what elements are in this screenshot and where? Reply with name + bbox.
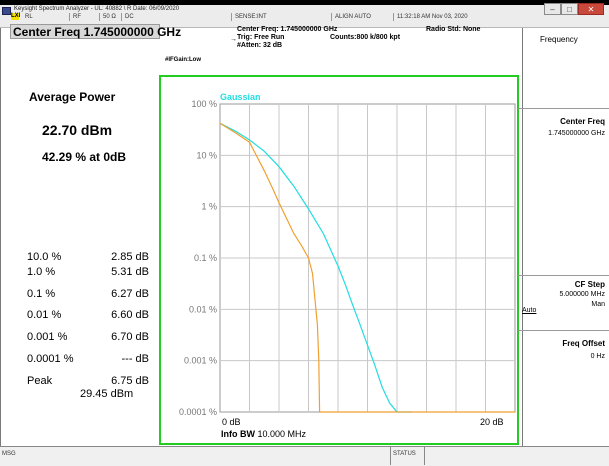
softkey-cf-step-man: Man [591, 301, 605, 308]
status-impedance: 50 Ω [100, 13, 122, 21]
measurement-info: Center Freq: 1.745000000 GHz Trig: Free … [237, 26, 337, 50]
info-bw: Info BW 10.000 MHz [221, 429, 306, 439]
meas-center-freq: Center Freq: 1.745000000 GHz [237, 26, 338, 33]
softkey-divider [518, 330, 609, 331]
lxi-badge: LXI [11, 13, 21, 20]
ccdf-graph-frame [159, 75, 519, 445]
center-freq-box[interactable] [10, 24, 160, 39]
window-frame-top [0, 0, 609, 5]
status-divider [424, 447, 425, 465]
status-label: STATUS [393, 451, 416, 457]
menu-title: Frequency [540, 35, 578, 44]
window-controls: – □ ✕ [544, 3, 606, 15]
message-bar [0, 446, 609, 466]
average-power-title: Average Power [29, 90, 116, 104]
center-freq-display: Center Freq 1.745000000 GHz [13, 25, 182, 39]
meas-trigger: Trig: Free Run [237, 34, 285, 41]
msg-label: MSG [2, 451, 16, 457]
stat-percent: 0.1 % [27, 288, 56, 300]
if-gain: #IFGain:Low [165, 57, 201, 63]
softkey-center-freq[interactable]: Center Freq 1.745000000 GHz [522, 109, 609, 164]
info-bw-label: Info BW [221, 429, 255, 439]
close-icon[interactable]: ✕ [578, 3, 604, 15]
radio-standard: Radio Std: None [426, 26, 481, 33]
stat-db: --- dB [121, 353, 150, 365]
stat-db: 5.31 dB [111, 266, 149, 278]
stat-percent: 0.0001 % [27, 353, 74, 365]
softkey-cf-step-auto[interactable]: Auto [522, 307, 537, 314]
status-rl: RL [22, 13, 70, 21]
status-datetime: 11:32:18 AM Nov 03, 2020 [397, 14, 468, 20]
traces [219, 122, 515, 413]
legend-gaussian: Gaussian [220, 92, 261, 102]
maximize-icon[interactable]: □ [561, 3, 578, 15]
stat-row: Peak 6.75 dB [27, 375, 149, 389]
softkey-cf-step-label: CF Step [574, 280, 605, 289]
graph-grid [219, 103, 516, 413]
y-tick-label: 0.0001 % [179, 407, 217, 417]
softkey-panel [522, 28, 609, 446]
y-tick-labels: 100 % 10 % 1 % 0.1 % 0.01 % 0.001 % 0.0001 % [179, 99, 217, 417]
y-tick-label: 0.1 % [194, 253, 217, 263]
status-rf: RF [70, 13, 100, 21]
softkey-center-freq-value: 1.745000000 GHz [548, 130, 605, 137]
status-align: ALIGN AUTO [332, 13, 394, 21]
y-tick-label: 100 % [191, 99, 217, 109]
y-tick-label: 1 % [201, 202, 217, 212]
app-icon [2, 7, 11, 15]
x-axis-stop: 20 dB [480, 417, 504, 427]
status-coupling: DC [122, 13, 232, 21]
stat-percent: 10.0 % [27, 251, 62, 263]
measured-ccdf-trace [219, 122, 515, 413]
gaussian-trace [219, 122, 412, 413]
status-strip: RL RF 50 Ω DC SENSE:INT ALIGN AUTO 11:32… [22, 13, 544, 23]
status-divider [390, 447, 391, 465]
status-sense: SENSE:INT [232, 13, 332, 21]
trigger-arrow-icon: → [230, 36, 237, 43]
softkey-divider [518, 108, 609, 109]
y-tick-label: 0.001 % [184, 356, 217, 366]
stat-db: 2.85 dB [111, 251, 149, 263]
stat-row: 0.001 % 6.70 dB [27, 331, 149, 345]
softkey-cf-step-value: 5.000000 MHz [559, 291, 605, 298]
stat-percent: Peak [27, 375, 53, 387]
minimize-icon[interactable]: – [544, 3, 561, 15]
info-bw-value: 10.000 MHz [257, 429, 307, 439]
title-bar: Keysight Spectrum Analyzer - UL: 40882 \… [0, 5, 609, 28]
softkey-freq-offset-value: 0 Hz [590, 353, 605, 360]
stat-db: 6.27 dB [111, 288, 149, 300]
softkey-center-freq-label: Center Freq [560, 117, 605, 126]
y-tick-label: 10 % [196, 150, 217, 160]
stat-percent: 1.0 % [27, 266, 56, 278]
stat-db: 6.60 dB [111, 309, 149, 321]
meas-atten: #Atten: 32 dB [237, 42, 283, 49]
stat-row: 10.0 % 2.85 dB [27, 251, 149, 265]
stat-percent: 0.001 % [27, 331, 68, 343]
average-power-percent: 42.29 % at 0dB [42, 150, 127, 164]
softkey-divider [518, 275, 609, 276]
softkey-cf-step[interactable]: CF Step 5.000000 MHz Man [522, 276, 609, 321]
stat-db: 6.75 dB [111, 375, 149, 387]
stat-row: 0.01 % 6.60 dB [27, 309, 149, 323]
stat-row: 1.0 % 5.31 dB [27, 266, 149, 280]
stat-row: 0.0001 % --- dB [27, 353, 149, 367]
y-tick-label: 0.01 % [189, 304, 217, 314]
stat-percent: 0.01 % [27, 309, 62, 321]
stat-row: 0.1 % 6.27 dB [27, 288, 149, 302]
stat-db: 6.70 dB [111, 331, 149, 343]
x-axis-start: 0 dB [222, 417, 241, 427]
window-title: Keysight Spectrum Analyzer - UL: 40882 \… [14, 6, 180, 12]
peak-power-dbm: 29.45 dBm [80, 388, 134, 400]
left-border [0, 28, 1, 446]
softkey-freq-offset[interactable]: Freq Offset 0 Hz [522, 331, 609, 381]
counts-readout: Counts:800 k/800 kpt [330, 34, 401, 41]
softkey-freq-offset-label: Freq Offset [562, 339, 605, 348]
average-power-dbm: 22.70 dBm [42, 122, 113, 138]
